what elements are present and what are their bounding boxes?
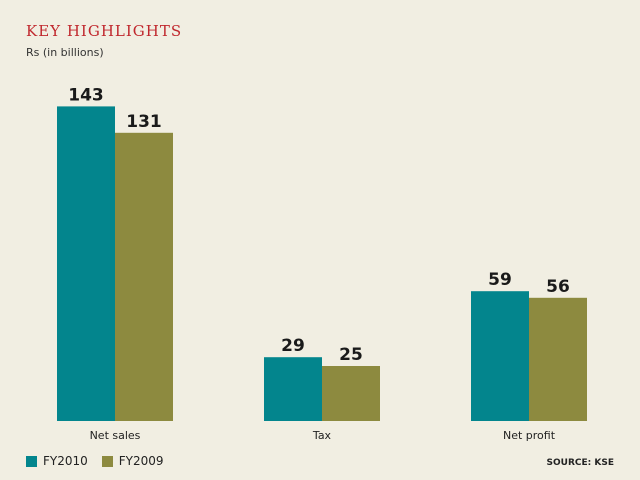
value-label-tax-fy2010: 29 <box>281 336 305 356</box>
value-label-net-sales-fy2010: 143 <box>68 85 104 105</box>
value-label-net-profit-fy2009: 56 <box>546 277 570 297</box>
category-label-net-profit: Net profit <box>503 429 556 442</box>
value-label-net-profit-fy2010: 59 <box>488 270 512 290</box>
legend-label-fy2010: FY2010 <box>43 454 88 468</box>
value-label-net-sales-fy2009: 131 <box>126 112 162 132</box>
source-note: SOURCE: KSE <box>546 458 614 468</box>
category-label-tax: Tax <box>312 429 332 442</box>
bar-tax-fy2010 <box>264 357 322 421</box>
chart-subtitle: Rs (in billions) <box>26 46 104 59</box>
legend-swatch-fy2010 <box>26 455 37 467</box>
bar-net-profit-fy2010 <box>471 291 529 421</box>
bar-tax-fy2009 <box>322 366 380 421</box>
legend-label-fy2009: FY2009 <box>118 454 164 468</box>
legend: FY2010 FY2009 <box>26 454 178 468</box>
bar-net-sales-fy2009 <box>115 132 173 422</box>
bar-net-profit-fy2009 <box>529 297 587 421</box>
value-label-tax-fy2009: 25 <box>339 345 363 365</box>
bar-net-sales-fy2010 <box>57 106 115 422</box>
legend-item-fy2009: FY2009 <box>101 454 164 468</box>
legend-swatch-fy2009 <box>101 455 113 467</box>
legend-item-fy2010: FY2010 <box>26 454 88 468</box>
category-label-net-sales: Net sales <box>90 429 141 442</box>
chart-title: KEY HIGHLIGHTS <box>26 22 183 40</box>
